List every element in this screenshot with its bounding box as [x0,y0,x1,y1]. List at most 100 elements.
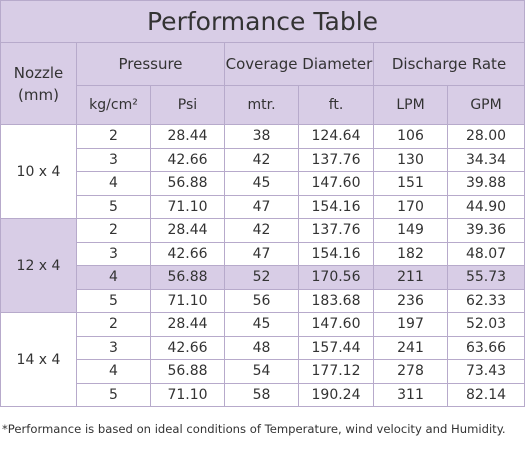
table-row: 3 42.66 48 157.44 241 63.66 [1,335,526,360]
data-cell: 39.36 [446,218,526,243]
data-cell: 106 [373,124,448,149]
data-cell: 278 [373,359,448,384]
data-cell: 4 [76,359,151,384]
data-cell: 4 [76,265,151,290]
data-cell: 154.16 [298,194,374,219]
table-row: 5 71.10 56 183.68 236 62.33 [1,288,526,313]
data-cell: 170.56 [298,265,374,290]
data-cell: 197 [373,312,448,337]
data-cell: 190.24 [298,382,374,407]
data-cell: 130 [373,147,448,172]
data-cell: 5 [76,382,151,407]
data-cell: 55.73 [446,265,526,290]
data-cell: 147.60 [298,171,374,196]
data-cell: 82.14 [446,382,526,407]
data-cell: 211 [373,265,448,290]
data-cell: 5 [76,288,151,313]
data-cell: 137.76 [298,218,374,243]
data-cell: 2 [76,124,151,149]
unit-header: GPM [446,85,526,125]
table-title: Performance Table [0,0,526,43]
data-cell: 5 [76,194,151,219]
data-cell: 28.44 [150,312,225,337]
data-cell: 154.16 [298,241,374,266]
nozzle-cell: 10 x 4 [0,124,77,219]
data-cell: 56.88 [150,265,225,290]
data-cell: 56.88 [150,171,225,196]
data-cell: 58 [224,382,299,407]
data-cell: 48 [224,335,299,360]
data-cell: 28.44 [150,218,225,243]
coverage-header: Coverage Diameter [224,42,374,86]
data-cell: 3 [76,335,151,360]
data-cell: 63.66 [446,335,526,360]
data-cell: 73.43 [446,359,526,384]
data-cell: 149 [373,218,448,243]
table-row: 14 x 4 2 28.44 45 147.60 197 52.03 [0,312,526,407]
data-cell: 71.10 [150,288,225,313]
data-cell: 177.12 [298,359,374,384]
data-cell: 52 [224,265,299,290]
data-cell: 311 [373,382,448,407]
footnote: *Performance is based on ideal condition… [2,422,506,436]
data-cell: 157.44 [298,335,374,360]
nozzle-header-text: Nozzle (mm) [13,63,64,104]
data-cell: 45 [224,312,299,337]
data-cell: 47 [224,194,299,219]
table-row: 5 71.10 47 154.16 170 44.90 [1,194,526,219]
unit-header: Psi [150,85,225,125]
data-cell: 54 [224,359,299,384]
performance-table: Performance Table Nozzle (mm) Pressure C… [0,0,526,407]
data-cell: 2 [76,218,151,243]
data-cell: 124.64 [298,124,374,149]
data-cell: 45 [224,171,299,196]
table-row: 12 x 4 2 28.44 42 137.76 149 39.36 [0,218,526,313]
table-row: 4 56.88 45 147.60 151 39.88 [1,171,526,196]
unit-header: ft. [298,85,374,125]
table-row: 5 71.10 58 190.24 311 82.14 [1,382,526,407]
data-cell: 3 [76,241,151,266]
data-cell: 4 [76,171,151,196]
table-row: 3 42.66 47 154.16 182 48.07 [1,241,526,266]
data-cell: 71.10 [150,194,225,219]
table-row: 3 42.66 42 137.76 130 34.34 [1,147,526,172]
data-cell: 42.66 [150,147,225,172]
data-cell: 241 [373,335,448,360]
nozzle-cell: 12 x 4 [0,218,77,313]
data-cell: 42.66 [150,335,225,360]
data-cell: 42 [224,147,299,172]
data-cell: 42 [224,218,299,243]
unit-header: LPM [373,85,448,125]
data-cell: 28.44 [150,124,225,149]
data-cell: 62.33 [446,288,526,313]
data-cell: 56.88 [150,359,225,384]
data-cell: 2 [76,312,151,337]
data-cell: 39.88 [446,171,526,196]
data-cell: 42.66 [150,241,225,266]
unit-header: mtr. [224,85,299,125]
data-cell: 3 [76,147,151,172]
discharge-header: Discharge Rate [372,42,526,86]
data-cell: 183.68 [298,288,374,313]
table-row: 10 x 4 2 28.44 38 124.64 106 28.00 [0,124,526,219]
table-row: 4 56.88 52 170.56 211 55.73 [1,265,526,290]
data-cell: 151 [373,171,448,196]
data-cell: 44.90 [446,194,526,219]
data-cell: 147.60 [298,312,374,337]
data-cell: 52.03 [446,312,526,337]
pressure-header: Pressure [76,42,225,86]
data-cell: 28.00 [446,124,526,149]
data-cell: 71.10 [150,382,225,407]
data-cell: 56 [224,288,299,313]
data-cell: 38 [224,124,299,149]
data-cell: 236 [373,288,448,313]
nozzle-cell: 14 x 4 [0,312,77,407]
data-cell: 47 [224,241,299,266]
data-cell: 182 [373,241,448,266]
data-cell: 137.76 [298,147,374,172]
data-cell: 170 [373,194,448,219]
data-cell: 48.07 [446,241,526,266]
table-row: 4 56.88 54 177.12 278 73.43 [1,359,526,384]
data-cell: 34.34 [446,147,526,172]
